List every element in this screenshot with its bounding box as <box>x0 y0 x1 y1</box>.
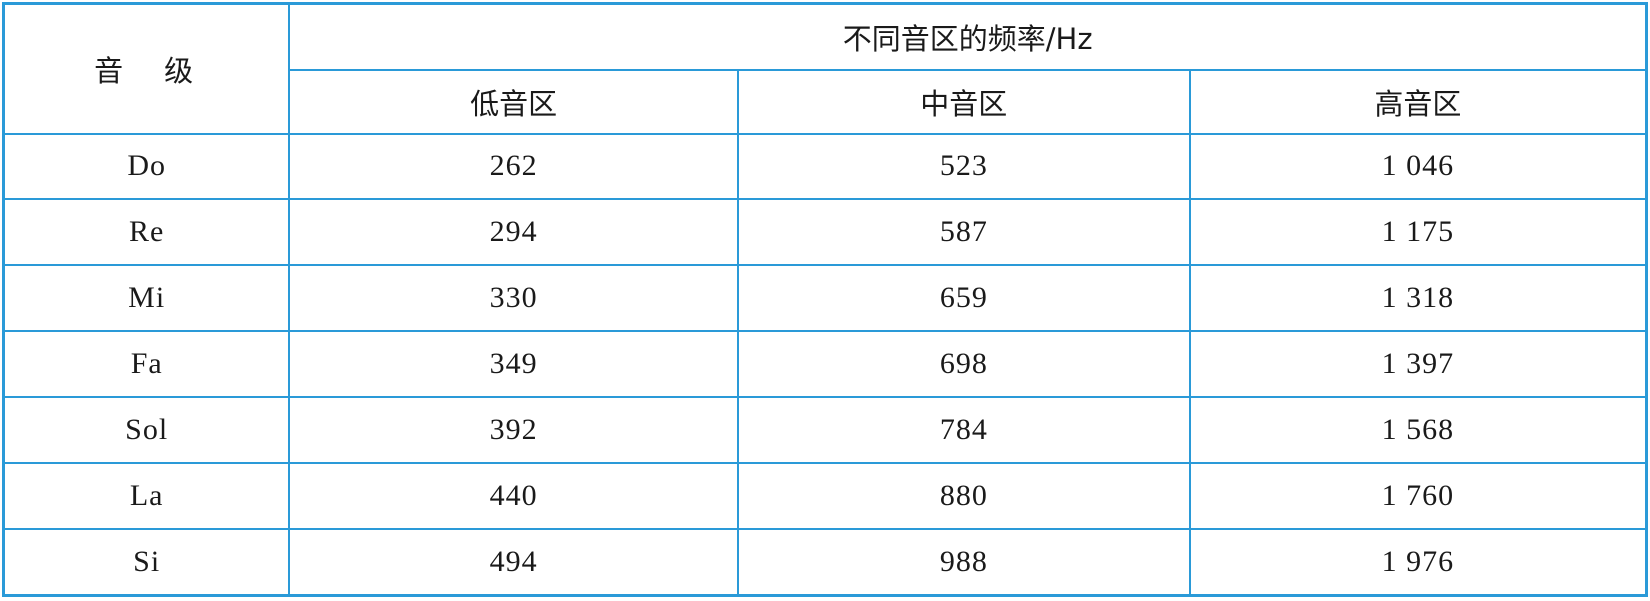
mid-frequency-cell: 784 <box>736 395 1191 464</box>
high-frequency-cell: 1 976 <box>1188 527 1648 597</box>
high-frequency-cell: 1 568 <box>1188 395 1648 464</box>
low-frequency-cell: 294 <box>288 198 739 267</box>
note-cell: La <box>2 461 291 530</box>
low-frequency-cell: 349 <box>288 330 739 398</box>
column-header-high: 高音区 <box>1188 68 1648 135</box>
mid-frequency-cell: 587 <box>736 198 1191 267</box>
low-frequency-cell: 494 <box>288 527 739 597</box>
note-cell: Mi <box>2 264 291 333</box>
mid-frequency-cell: 659 <box>736 264 1191 333</box>
column-header-low: 低音区 <box>288 68 739 135</box>
note-header: 音 级 <box>2 2 291 135</box>
note-cell: Re <box>2 198 291 267</box>
mid-frequency-cell: 698 <box>736 330 1191 398</box>
table-row: Sol 392 784 1 568 <box>2 395 1648 464</box>
note-cell: Fa <box>2 330 291 398</box>
high-frequency-cell: 1 318 <box>1188 264 1648 333</box>
high-frequency-cell: 1 175 <box>1188 198 1648 267</box>
mid-frequency-cell: 988 <box>736 527 1191 597</box>
low-frequency-cell: 440 <box>288 461 739 530</box>
note-cell: Si <box>2 527 291 597</box>
mid-frequency-cell: 880 <box>736 461 1191 530</box>
table-row: Re 294 587 1 175 <box>2 198 1648 267</box>
mid-frequency-cell: 523 <box>736 132 1191 201</box>
note-cell: Do <box>2 132 291 201</box>
high-frequency-cell: 1 760 <box>1188 461 1648 530</box>
high-frequency-cell: 1 046 <box>1188 132 1648 201</box>
column-header-mid: 中音区 <box>736 68 1191 135</box>
low-frequency-cell: 392 <box>288 395 739 464</box>
high-frequency-cell: 1 397 <box>1188 330 1648 398</box>
note-cell: Sol <box>2 395 291 464</box>
table-row: Mi 330 659 1 318 <box>2 264 1648 333</box>
table-row: Do 262 523 1 046 <box>2 132 1648 201</box>
table-row: Fa 349 698 1 397 <box>2 330 1648 398</box>
low-frequency-cell: 330 <box>288 264 739 333</box>
table-row: La 440 880 1 760 <box>2 461 1648 530</box>
low-frequency-cell: 262 <box>288 132 739 201</box>
table-row: Si 494 988 1 976 <box>2 527 1648 597</box>
group-header: 不同音区的频率/Hz <box>288 2 1648 71</box>
